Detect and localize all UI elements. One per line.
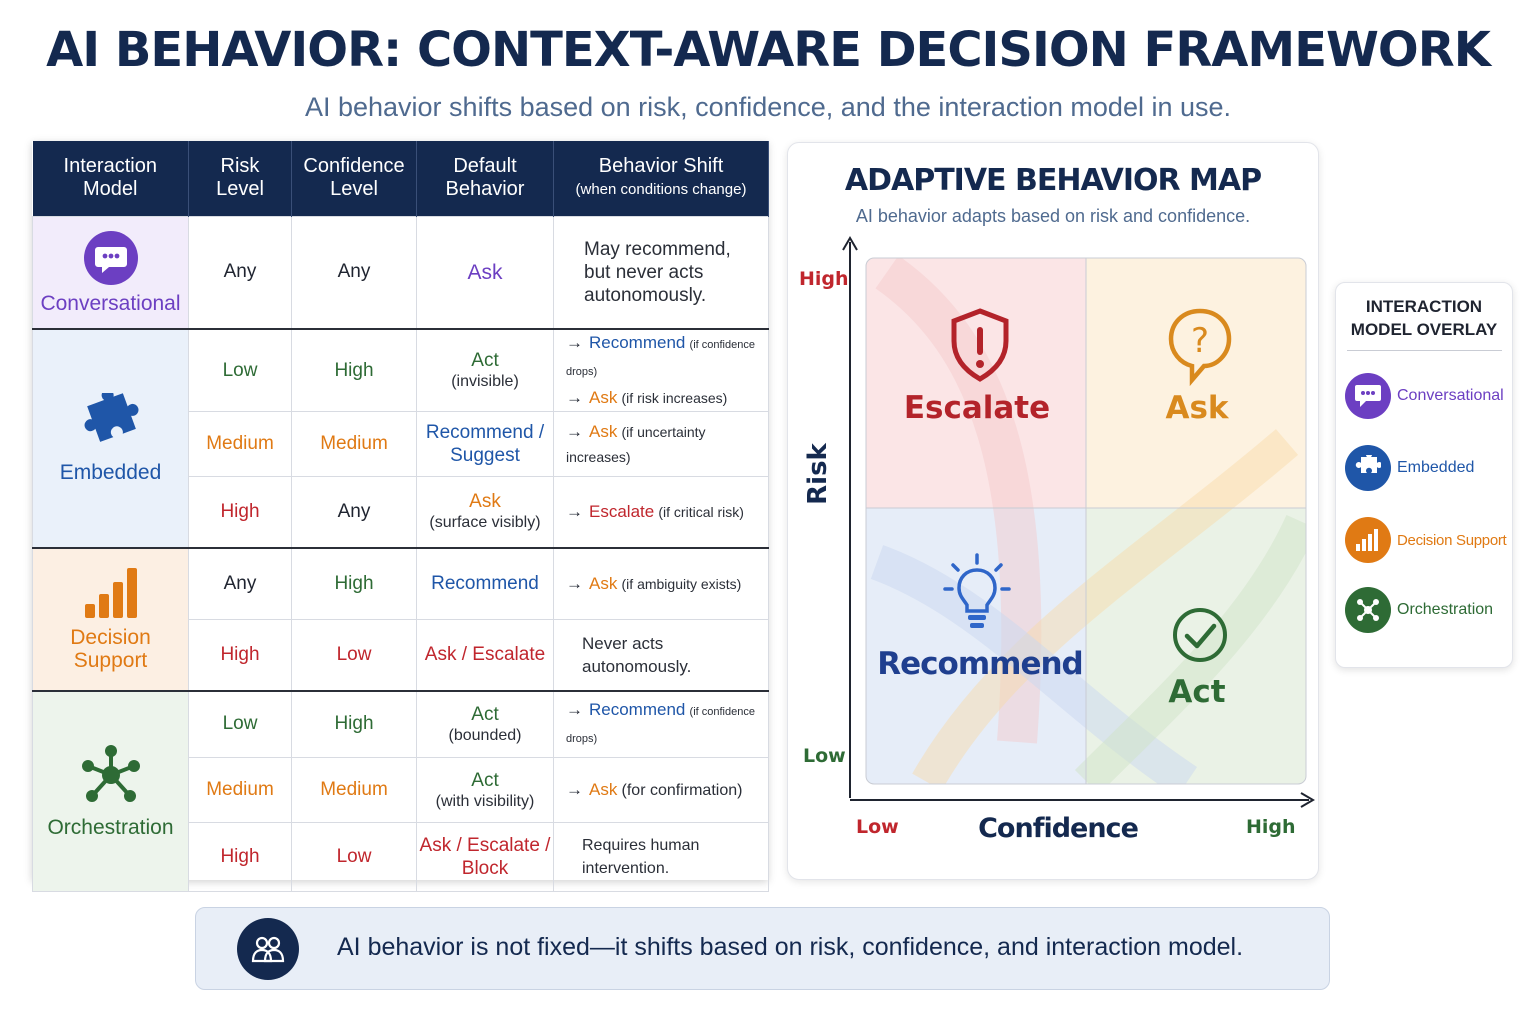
risk-cell: Medium (188, 757, 292, 823)
shift-cell: → Recommend (if confidence drops) → Ask (i… (553, 328, 769, 412)
confidence-cell: Medium (291, 411, 417, 477)
behavior-cell: Ask (416, 215, 554, 330)
confidence-cell: Any (291, 476, 417, 549)
behavior-cell: Act (bounded) (416, 690, 554, 758)
x-axis-arrow (850, 792, 1315, 808)
puzzle-icon (84, 392, 138, 442)
shift-cell: → Escalate (if critical risk) (553, 476, 769, 549)
shift-cell: → Ask (if uncertainty increases) (553, 411, 769, 477)
behavior-table: Interaction Model Risk Level Confidence Lev… (32, 141, 769, 892)
table-header-row: Interaction Model Risk Level Confidence Lev… (32, 141, 769, 216)
table-row: Orchestration Low High Act (bounded) → Rec… (32, 690, 769, 892)
header-interaction-model: Interaction Model (32, 141, 189, 216)
model-embedded: Embedded (32, 328, 189, 549)
x-axis-high-label: High (1246, 816, 1296, 838)
chat-bubble-icon (83, 230, 138, 285)
behavior-cell: Recommend / Suggest (416, 411, 554, 477)
summary-banner (195, 907, 1330, 990)
overlay-item-orchestration: Orchestration (1345, 587, 1515, 633)
header-behavior-shift: Behavior Shift (when conditions change) (553, 141, 769, 216)
map-subtitle: AI behavior adapts based on risk and con… (855, 206, 1251, 226)
shift-cell: Requires human intervention. (553, 822, 769, 892)
risk-cell: Any (188, 547, 292, 620)
model-decision-support: Decision Support (32, 547, 189, 692)
overlay-item-decision-support: Decision Support (1345, 517, 1515, 563)
risk-cell: Low (188, 328, 292, 412)
shield-alert-icon (951, 308, 1009, 382)
lightbulb-icon (943, 553, 1011, 628)
model-conversational: Conversational (32, 215, 189, 330)
overlay-title: INTERACTION MODEL OVERLAY (1350, 297, 1498, 339)
table-row: High Low Ask / Escalate Never acts auton… (33, 619, 769, 692)
summary-text: AI behavior is not fixed—it shifts based… (337, 933, 1244, 961)
quadrant-ask (1086, 258, 1306, 508)
risk-cell: Medium (188, 411, 292, 477)
quadrant-escalate (866, 258, 1086, 508)
table-row: Conversational Any Any Ask May recommend… (32, 215, 769, 330)
bar-chart-icon (1345, 517, 1391, 563)
x-axis-low-label: Low (856, 816, 899, 838)
bar-chart-icon (84, 568, 137, 618)
risk-cell: High (188, 619, 292, 692)
overlay-divider (1347, 350, 1502, 351)
header-confidence-level: Confidence Level (291, 141, 417, 216)
shift-cell: May recommend, but never acts autonomous… (553, 215, 769, 330)
quadrant-label-escalate: Escalate (903, 390, 1051, 426)
svg-text:?: ? (1191, 321, 1209, 361)
shift-cell: Never acts autonomously. (553, 619, 769, 692)
confidence-cell: High (291, 690, 417, 758)
shift-cell: → Ask (for confirmation) (553, 757, 769, 823)
shift-cell: → Ask (if ambiguity exists) (553, 547, 769, 620)
confidence-cell: High (291, 547, 417, 620)
behavior-cell: Ask / Escalate / Block (416, 822, 554, 892)
model-orchestration: Orchestration (32, 690, 189, 892)
confidence-cell: Medium (291, 757, 417, 823)
quadrant-label-ask: Ask (1165, 390, 1229, 426)
x-axis-title: Confidence (978, 813, 1139, 844)
check-circle-icon (1173, 608, 1227, 662)
network-icon (1345, 587, 1391, 633)
risk-cell: High (188, 476, 292, 549)
risk-cell: High (188, 822, 292, 892)
table-row: Decision Support Any High Recommend → Ask… (32, 547, 769, 692)
map-title: ADAPTIVE BEHAVIOR MAP (844, 163, 1262, 198)
overlay-item-conversational: Conversational (1345, 373, 1515, 419)
risk-cell: Any (188, 215, 292, 330)
question-bubble-icon: ? (1168, 308, 1232, 387)
table-row: Medium Medium Act (with visibility) → Ask … (33, 757, 769, 823)
table-row: High Any Ask (surface visibly) → Escalate … (33, 476, 769, 549)
behavior-cell: Recommend (416, 547, 554, 620)
confidence-cell: Low (291, 619, 417, 692)
header-default-behavior: Default Behavior (416, 141, 554, 216)
table-row: High Low Ask / Escalate / Block Requires … (33, 822, 769, 892)
header-risk-level: Risk Level (188, 141, 292, 216)
y-axis-high-label: High (799, 268, 849, 290)
behavior-cell: Act (invisible) (416, 328, 554, 412)
confidence-cell: Low (291, 822, 417, 892)
confidence-cell: High (291, 328, 417, 412)
network-icon (81, 744, 140, 802)
puzzle-icon (1345, 445, 1391, 491)
risk-cell: Low (188, 690, 292, 758)
people-icon (237, 918, 299, 980)
quadrant-label-act: Act (1168, 674, 1226, 710)
page-title: AI BEHAVIOR: CONTEXT-AWARE DECISION FRAM… (46, 22, 1491, 78)
overlay-item-embedded: Embedded (1345, 445, 1515, 491)
y-axis-arrow (842, 236, 858, 798)
y-axis-low-label: Low (803, 745, 846, 767)
behavior-cell: Act (with visibility) (416, 757, 554, 823)
behavior-cell: Ask / Escalate (416, 619, 554, 692)
table-row: Medium Medium Recommend / Suggest → Ask (i… (33, 411, 769, 477)
behavior-cell: Ask (surface visibly) (416, 476, 554, 549)
shift-cell: → Recommend (if confidence drops) (553, 690, 769, 758)
confidence-cell: Any (291, 215, 417, 330)
page-subtitle: AI behavior shifts based on risk, confid… (304, 92, 1232, 122)
chat-bubble-icon (1345, 373, 1391, 419)
table-row: Embedded Low High Act (invisible) → Recomm… (32, 328, 769, 549)
y-axis-title: Risk (803, 443, 833, 505)
behavior-map-grid: ? (842, 236, 1315, 808)
quadrant-label-recommend: Recommend (877, 646, 1083, 682)
